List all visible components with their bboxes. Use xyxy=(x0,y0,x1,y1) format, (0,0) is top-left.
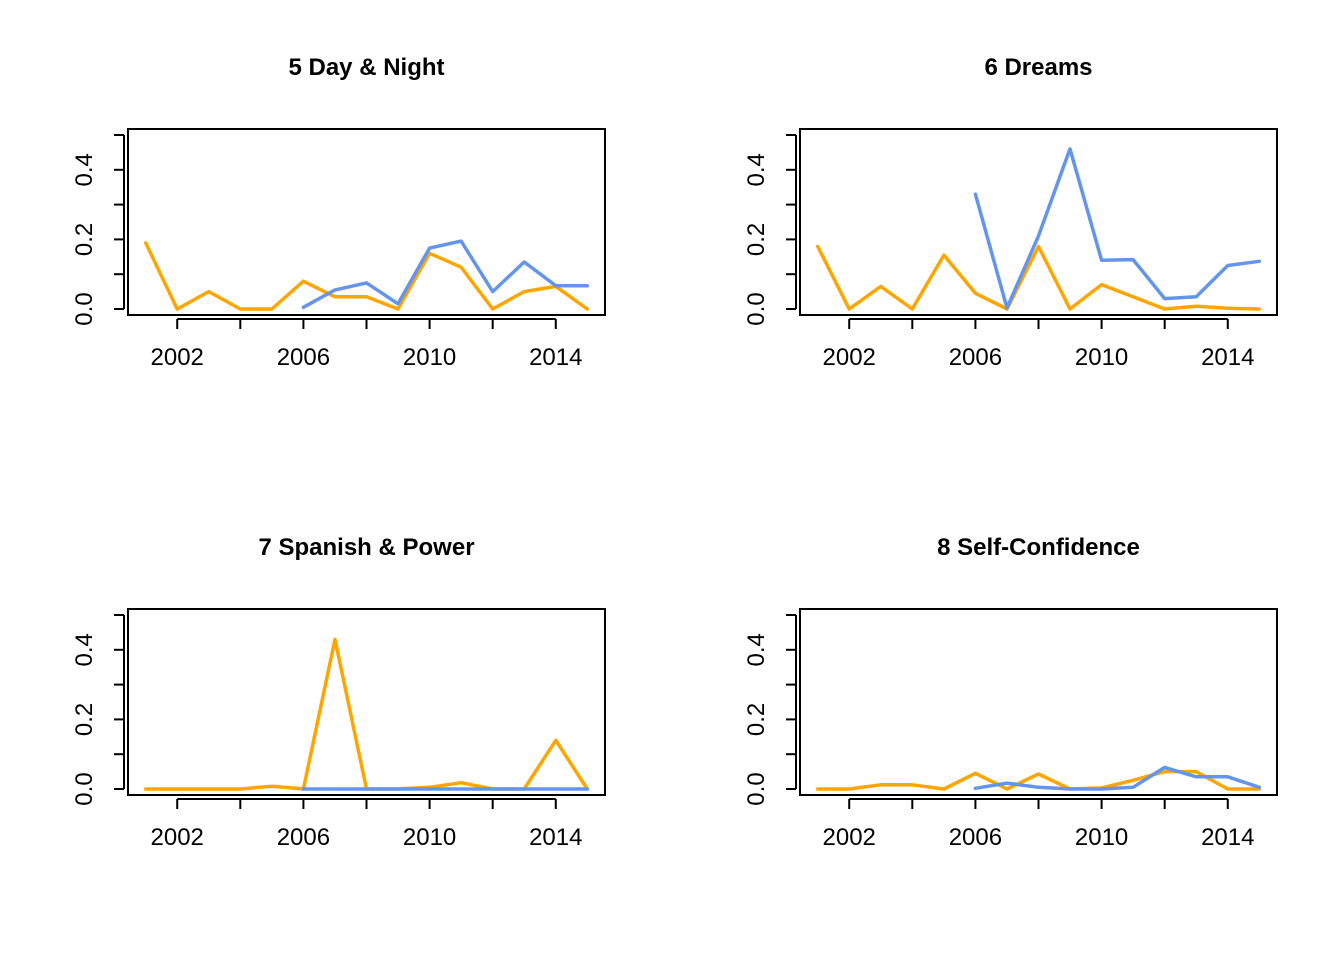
x-tick-label: 2006 xyxy=(277,344,330,371)
y-tick-label: 0.4 xyxy=(743,153,770,186)
x-tick-label: 2002 xyxy=(823,824,876,851)
plot-frame xyxy=(127,608,606,796)
plot-frame xyxy=(127,128,606,316)
x-tick-label: 2006 xyxy=(949,824,1002,851)
y-tick-label: 0.2 xyxy=(743,223,770,256)
plot-frame xyxy=(799,128,1278,316)
panel-title: 6 Dreams xyxy=(984,54,1092,81)
series-line xyxy=(973,765,1262,791)
plot-frame xyxy=(799,608,1278,796)
x-tick-label: 2010 xyxy=(403,824,456,851)
panel-title: 5 Day & Night xyxy=(288,54,444,81)
series-line xyxy=(301,239,590,310)
x-tick-label: 2010 xyxy=(403,344,456,371)
series-line xyxy=(815,769,1262,791)
x-tick-label: 2010 xyxy=(1075,824,1128,851)
x-tick-label: 2014 xyxy=(529,824,582,851)
x-tick-label: 2014 xyxy=(1201,344,1254,371)
series-line xyxy=(973,147,1262,310)
y-tick-label: 0.2 xyxy=(71,703,98,736)
y-tick-label: 0.0 xyxy=(71,772,98,805)
panel-title: 7 Spanish & Power xyxy=(258,534,474,561)
panel-title: 8 Self-Confidence xyxy=(937,534,1140,561)
series-line xyxy=(143,241,590,311)
panel-3: 7 Spanish & Power 2002 2006 2010 2014 0.0 0.2… xyxy=(71,534,606,851)
x-tick-label: 2010 xyxy=(1075,344,1128,371)
x-tick-label: 2006 xyxy=(277,824,330,851)
y-tick-label: 0.0 xyxy=(743,292,770,325)
y-tick-label: 0.2 xyxy=(71,223,98,256)
x-tick-label: 2002 xyxy=(151,344,204,371)
y-tick-label: 0.0 xyxy=(743,772,770,805)
x-tick-label: 2014 xyxy=(1201,824,1254,851)
x-tick-label: 2014 xyxy=(529,344,582,371)
x-tick-label: 2002 xyxy=(151,824,204,851)
y-tick-label: 0.0 xyxy=(71,292,98,325)
y-tick-label: 0.2 xyxy=(743,703,770,736)
panel-2: 6 Dreams 2002 2006 2010 2014 0.0 0.2 0.4 xyxy=(743,54,1278,371)
series-line xyxy=(815,244,1262,311)
x-tick-label: 2006 xyxy=(949,344,1002,371)
y-tick-label: 0.4 xyxy=(71,633,98,666)
panel-4: 8 Self-Confidence 2002 2006 2010 2014 0.0 0.2… xyxy=(743,534,1278,851)
y-tick-label: 0.4 xyxy=(71,153,98,186)
panel-1: 5 Day & Night 2002 2006 2010 2014 0.0 0.2 0.4 xyxy=(71,54,606,371)
x-tick-label: 2002 xyxy=(823,344,876,371)
y-tick-label: 0.4 xyxy=(743,633,770,666)
